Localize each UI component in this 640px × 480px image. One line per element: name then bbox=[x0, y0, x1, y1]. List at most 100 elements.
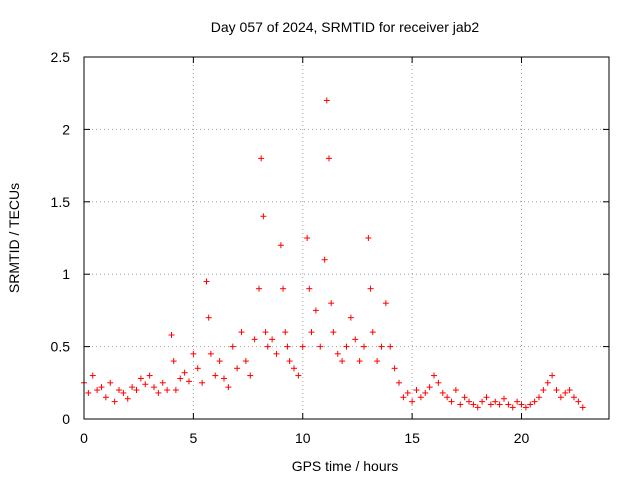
data-point bbox=[107, 379, 114, 386]
data-point bbox=[374, 358, 381, 365]
y-tick-label: 0.5 bbox=[51, 339, 71, 355]
data-point bbox=[426, 384, 433, 391]
data-point bbox=[229, 343, 236, 350]
x-tick-label: 20 bbox=[514, 430, 530, 446]
data-point bbox=[378, 343, 385, 350]
data-point bbox=[308, 329, 315, 336]
data-point bbox=[483, 394, 490, 401]
data-point bbox=[367, 285, 374, 292]
data-point bbox=[553, 387, 560, 394]
data-point bbox=[566, 387, 573, 394]
data-point bbox=[102, 394, 109, 401]
data-point bbox=[571, 394, 577, 401]
data-point bbox=[356, 358, 363, 365]
data-point bbox=[282, 329, 289, 336]
data-point bbox=[170, 358, 177, 365]
data-point bbox=[549, 372, 556, 379]
data-point bbox=[323, 97, 330, 104]
data-point bbox=[269, 336, 276, 343]
x-tick-label: 15 bbox=[404, 430, 420, 446]
data-point bbox=[391, 365, 398, 372]
data-point bbox=[216, 358, 223, 365]
data-point bbox=[94, 387, 101, 394]
data-point bbox=[461, 394, 468, 401]
data-point bbox=[225, 384, 232, 391]
data-point bbox=[457, 401, 464, 408]
axis-ticks: 0 5 10 15 20 0 0.5 1 1.5 2 2.5 bbox=[51, 49, 609, 446]
data-point bbox=[199, 379, 206, 386]
data-point bbox=[304, 235, 311, 241]
data-point bbox=[164, 387, 171, 394]
data-point bbox=[347, 314, 354, 321]
data-point bbox=[487, 401, 494, 408]
data-point bbox=[352, 336, 359, 343]
data-point bbox=[422, 389, 429, 396]
data-point bbox=[306, 285, 313, 292]
data-point bbox=[369, 329, 376, 336]
data-point bbox=[190, 350, 197, 357]
data-point bbox=[404, 389, 411, 396]
plot-frame bbox=[83, 56, 610, 420]
data-point bbox=[544, 379, 551, 386]
data-point bbox=[146, 372, 153, 379]
data-point bbox=[260, 213, 267, 220]
data-point bbox=[207, 350, 214, 357]
data-point bbox=[540, 387, 547, 394]
data-point bbox=[417, 394, 424, 401]
data-point bbox=[435, 379, 442, 386]
data-point bbox=[234, 365, 241, 372]
data-point bbox=[365, 235, 372, 241]
data-point bbox=[177, 375, 184, 382]
data-point bbox=[575, 398, 582, 405]
y-tick-label: 0 bbox=[62, 411, 70, 427]
data-point bbox=[522, 404, 529, 411]
data-point bbox=[479, 398, 486, 405]
data-point bbox=[284, 343, 291, 350]
data-point bbox=[492, 398, 499, 405]
data-point bbox=[466, 398, 472, 405]
x-tick-label: 5 bbox=[189, 430, 197, 446]
data-point bbox=[514, 398, 521, 405]
data-point bbox=[317, 343, 324, 350]
data-point bbox=[295, 372, 302, 379]
data-point bbox=[409, 398, 416, 405]
data-point bbox=[431, 372, 437, 379]
data-point bbox=[142, 381, 149, 388]
y-tick-label: 1 bbox=[62, 266, 70, 282]
data-point bbox=[396, 379, 402, 386]
data-point bbox=[273, 350, 280, 357]
data-point bbox=[168, 332, 175, 339]
chart-title: Day 057 of 2024, SRMTID for receiver jab… bbox=[211, 19, 480, 35]
data-point bbox=[155, 389, 162, 396]
data-point bbox=[120, 389, 127, 396]
data-point bbox=[579, 404, 586, 411]
x-tick-label: 0 bbox=[80, 430, 88, 446]
data-point bbox=[470, 401, 477, 408]
data-point bbox=[536, 394, 542, 401]
data-point bbox=[251, 336, 258, 343]
data-point bbox=[262, 329, 269, 336]
data-point bbox=[277, 242, 284, 249]
data-point bbox=[242, 358, 249, 365]
data-point bbox=[291, 365, 297, 372]
data-point bbox=[557, 394, 564, 401]
data-point bbox=[505, 401, 512, 408]
data-point bbox=[129, 384, 136, 391]
data-point bbox=[518, 401, 525, 408]
x-tick-label: 10 bbox=[295, 430, 311, 446]
data-point bbox=[400, 394, 407, 401]
data-point bbox=[382, 300, 389, 307]
data-point bbox=[124, 395, 131, 402]
data-point bbox=[527, 401, 534, 408]
data-point bbox=[116, 387, 122, 394]
data-point bbox=[238, 329, 245, 336]
data-point bbox=[343, 343, 350, 350]
data-point bbox=[496, 401, 503, 408]
data-point bbox=[531, 398, 538, 405]
data-point bbox=[501, 395, 507, 402]
data-point bbox=[361, 343, 367, 350]
data-point bbox=[264, 343, 271, 350]
data-point bbox=[448, 398, 455, 405]
data-point bbox=[194, 365, 201, 372]
